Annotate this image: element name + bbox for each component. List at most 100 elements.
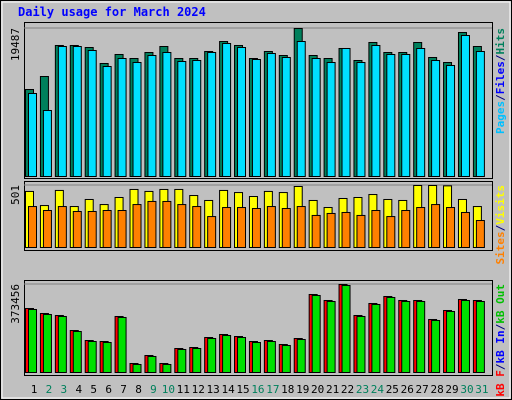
bar: [237, 47, 247, 177]
bar: [192, 206, 202, 248]
bar: [386, 216, 396, 248]
bar: [117, 316, 127, 374]
chart-title: Daily usage for March 2024: [18, 5, 206, 19]
bar: [162, 200, 172, 248]
bar: [251, 59, 261, 178]
x-tick-label: 14: [221, 383, 235, 396]
bar: [87, 50, 97, 178]
bar: [475, 50, 485, 177]
bar: [237, 207, 247, 248]
bar: [251, 208, 261, 248]
bar: [341, 47, 351, 177]
bar: [401, 209, 411, 248]
bar: [446, 207, 456, 248]
legend-entry: /: [494, 224, 507, 231]
bar: [311, 214, 321, 248]
bar: [296, 338, 306, 374]
x-tick-label: 22: [341, 383, 354, 396]
bar: [416, 207, 426, 248]
x-tick-label: 13: [207, 383, 220, 396]
bar: [207, 216, 217, 248]
bar: [431, 59, 441, 178]
bar: [42, 209, 52, 248]
bar: [416, 47, 426, 177]
bar: [42, 313, 52, 374]
bar: [431, 319, 441, 373]
bar: [326, 300, 336, 373]
bar: [356, 214, 366, 248]
bar: [72, 210, 82, 248]
bar: [460, 211, 470, 248]
bar: [371, 303, 381, 374]
bar: [28, 206, 37, 248]
legend-entry: /: [494, 363, 507, 370]
bar: [341, 284, 351, 374]
bar: [117, 209, 127, 248]
bar: [371, 209, 381, 248]
bar: [42, 110, 52, 177]
legend-entry: kB In: [494, 330, 507, 363]
x-tick-label: 9: [150, 383, 157, 396]
legend-entry: Hits: [494, 28, 507, 55]
x-tick-label: 20: [311, 383, 324, 396]
x-tick-label: 25: [386, 383, 399, 396]
bar: [356, 62, 366, 177]
bar: [341, 211, 351, 248]
legend: Sites/Visits: [494, 185, 507, 265]
bar: [266, 53, 276, 177]
legend-entry: kB Out: [494, 284, 507, 324]
bar: [237, 336, 247, 374]
bar: [371, 44, 381, 177]
bar: [57, 315, 67, 373]
legend-entry: kB F: [494, 370, 507, 397]
legend-entry: Files: [494, 61, 507, 94]
bar: [296, 206, 306, 248]
bar: [446, 310, 456, 373]
bar: [475, 300, 485, 373]
x-tick-label: 29: [445, 383, 458, 396]
bar: [251, 341, 261, 374]
bar: [177, 348, 187, 374]
legend: kB F/kB In/kB Out: [494, 284, 507, 397]
legend-entry: /: [494, 94, 507, 101]
bar: [207, 51, 217, 177]
x-tick-label: 15: [236, 383, 249, 396]
bar: [222, 207, 232, 248]
x-tick-label: 6: [105, 383, 112, 396]
bar: [281, 344, 291, 373]
x-tick-label: 2: [46, 383, 53, 396]
bar: [102, 209, 112, 248]
legend-entry: Pages: [494, 101, 507, 134]
x-tick-label: 19: [296, 383, 309, 396]
bar: [102, 341, 112, 374]
bar: [28, 92, 37, 177]
x-tick-label: 17: [266, 383, 279, 396]
bar: [326, 212, 336, 248]
bar: [386, 296, 396, 374]
bar: [192, 59, 202, 178]
bar: [72, 45, 82, 177]
legend-entry: Visits: [494, 185, 507, 225]
bar: [147, 200, 157, 248]
bar: [28, 308, 37, 374]
bar: [266, 340, 276, 373]
bar: [431, 204, 441, 248]
x-tick-label: 16: [251, 383, 264, 396]
bar: [177, 60, 187, 177]
bar: [326, 62, 336, 177]
bar: [281, 56, 291, 177]
x-tick-label: 28: [430, 383, 443, 396]
x-tick-label: 11: [177, 383, 190, 396]
bar: [356, 315, 366, 373]
bar: [460, 299, 470, 373]
bar: [132, 204, 142, 248]
bar: [207, 337, 217, 373]
x-tick-label: 8: [135, 383, 142, 396]
bar: [147, 355, 157, 374]
x-tick-label: 26: [401, 383, 414, 396]
bar: [475, 220, 485, 249]
bar: [87, 340, 97, 373]
bar: [147, 54, 157, 178]
